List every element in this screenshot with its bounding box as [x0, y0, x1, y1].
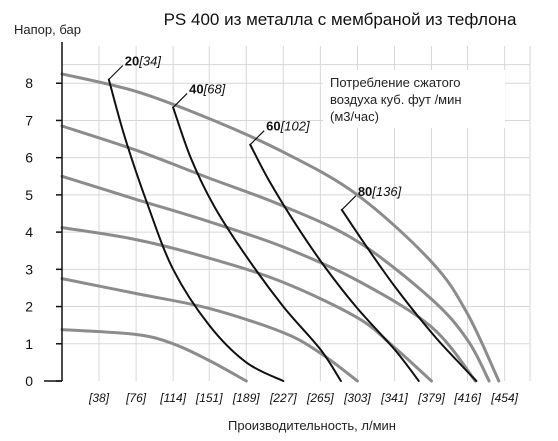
pressure-curve: [60, 328, 248, 383]
pressure-curve: [60, 226, 433, 383]
x-tick-label: [265]: [306, 391, 334, 405]
air-curve-label: 80[136]: [358, 184, 402, 199]
y-tick-label: 6: [25, 150, 33, 166]
air-consumption-curve: [107, 78, 285, 382]
x-tick-label: [38]: [88, 391, 110, 405]
x-tick-label: [151]: [195, 391, 223, 405]
x-tick-label: [189]: [232, 391, 260, 405]
x-tick-label: [454]: [490, 391, 518, 405]
axes: [44, 42, 63, 382]
x-tick-label: [303]: [343, 391, 371, 405]
x-tick-label: [227]: [269, 391, 297, 405]
air-curve-leader: [341, 195, 357, 211]
tick-labels: 0 1 2 3 4 5 6 7 8 [38] [76] [114] [151] [189] [227] [26…: [25, 75, 518, 405]
pressure-curve: [60, 174, 477, 383]
y-tick-label: 7: [25, 112, 33, 128]
x-tick-label: [341]: [380, 391, 408, 405]
pressure-curve: [60, 124, 491, 383]
air-curve-leader: [249, 130, 265, 146]
y-tick-label: 3: [25, 261, 33, 277]
air-curve-label: 20[34]: [125, 54, 162, 69]
y-tick-label: 4: [25, 224, 33, 240]
y-tick-label: 2: [25, 299, 33, 315]
x-tick-label: [416]: [453, 391, 481, 405]
pressure-curves: [60, 72, 501, 383]
y-tick-label: 8: [25, 75, 33, 91]
y-tick-label: 1: [25, 336, 33, 352]
air-curve-label: 40[68]: [189, 81, 226, 96]
air-consumption-curve: [340, 208, 478, 382]
note-line-2: воздуха куб. фут /мин: [330, 92, 462, 107]
pressure-curve: [60, 277, 359, 383]
x-tick-label: [379]: [417, 391, 445, 405]
y-tick-label: 0: [25, 373, 33, 389]
air-consumption-curve: [249, 143, 420, 382]
pressure-curve: [60, 72, 501, 383]
chart-title: PS 400 из металла с мембраной из тефлона: [164, 10, 517, 29]
air-curve-leader: [172, 92, 188, 108]
air-curve-labels: 20[34] 40[68] 60[102] 80[136]: [108, 54, 402, 211]
air-consumption-curve: [172, 106, 342, 382]
y-tick-label: 5: [25, 187, 33, 203]
air-curve-leader: [108, 65, 124, 80]
x-tick-label: [76]: [125, 391, 147, 405]
note-line-1: Потребление сжатого: [330, 75, 461, 90]
x-axis-label: Производительность, л/мин: [228, 418, 396, 433]
note-line-3: (м3/час): [330, 109, 379, 124]
x-tick-label: [114]: [159, 391, 186, 405]
note-background: [323, 70, 505, 128]
y-axis-label: Напор, бар: [14, 22, 81, 37]
air-curves: [107, 78, 478, 382]
air-curve-label: 60[102]: [266, 119, 310, 134]
